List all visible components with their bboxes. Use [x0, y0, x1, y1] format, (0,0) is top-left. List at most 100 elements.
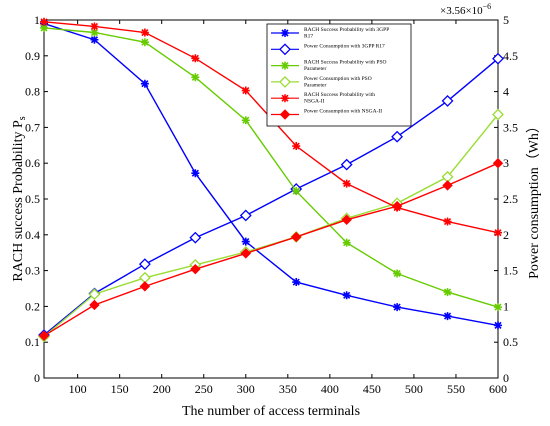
data-point — [191, 169, 200, 178]
y-right-axis-label: Power consumption（Wh） — [526, 119, 542, 279]
data-point — [443, 217, 452, 226]
data-point — [89, 299, 100, 311]
data-point — [391, 200, 403, 212]
legend-label: RACH Success Probability with 3GPP R17 — [304, 27, 389, 40]
y-left-tick-label: 0.2 — [25, 299, 40, 313]
x-tick-label: 150 — [111, 382, 129, 396]
y-right-tick-label: 0 — [503, 371, 509, 385]
y-left-axis-label: RACH success Probability Ps — [11, 116, 28, 281]
data-point — [442, 180, 453, 191]
data-point — [38, 330, 50, 341]
x-axis-label: The number of access terminals — [182, 404, 360, 419]
series-line — [43, 162, 499, 337]
right-axis-multiplier: ×3.56×10−6 — [440, 2, 491, 17]
data-point — [138, 258, 151, 271]
data-point — [494, 228, 502, 237]
y-right-tick-label: 3 — [503, 156, 509, 170]
series-line — [43, 58, 499, 336]
x-tick-label: 200 — [153, 382, 171, 396]
x-tick-label: 300 — [237, 382, 255, 396]
legend-item: Power Consumption with PSO Parameter — [271, 75, 372, 89]
data-point — [342, 291, 351, 300]
legend-label: Power Consumption with PSO Parameter — [304, 76, 372, 89]
series-line — [43, 27, 499, 308]
legend-swatch-marker — [281, 94, 289, 103]
legend-swatch-marker — [281, 61, 289, 70]
data-point — [40, 17, 48, 26]
data-point — [40, 23, 48, 32]
series-layer — [38, 17, 504, 343]
data-point — [90, 22, 99, 31]
data-point — [190, 263, 201, 275]
legend-label: RACH Success Probability with PSO Paramet… — [304, 60, 387, 73]
data-point — [140, 28, 149, 37]
legend-item: RACH Success Probability with NSGA-II — [271, 92, 375, 105]
x-tick-label: 400 — [321, 382, 339, 396]
data-point — [241, 86, 250, 95]
data-point — [189, 231, 202, 244]
y-right-axis-ticks: 0 0.5 1 1.5 2 2.5 3 3.5 4 4.5 5 — [494, 13, 518, 385]
data-point — [393, 303, 402, 312]
x-tick-label: 100 — [69, 382, 87, 396]
data-point — [240, 248, 251, 259]
x-axis-ticks: 100 150 200 250 300 350 400 450 500 550 600 — [69, 20, 507, 396]
data-point — [140, 79, 149, 88]
data-point — [441, 94, 454, 107]
data-point — [492, 108, 504, 121]
legend-swatch-marker — [281, 29, 289, 37]
data-point — [494, 303, 502, 312]
legend-label: RACH Success Probability with NSGA-II — [304, 92, 375, 105]
x-tick-label: 450 — [363, 382, 381, 396]
x-tick-label: 500 — [405, 382, 423, 396]
data-point — [443, 288, 452, 297]
y-left-tick-label: 0.4 — [25, 228, 40, 242]
x-tick-label: 550 — [447, 382, 465, 396]
data-point — [393, 269, 402, 278]
legend-swatch-marker — [279, 109, 291, 120]
y-right-tick-label: 3.5 — [503, 120, 518, 134]
data-point — [241, 116, 250, 125]
y-left-tick-label: 0.8 — [25, 85, 40, 99]
data-point — [494, 321, 502, 330]
y-right-tick-label: 2.5 — [503, 192, 518, 206]
data-point — [341, 214, 352, 225]
series-line — [43, 22, 499, 327]
y-left-tick-label: 0.1 — [25, 335, 40, 349]
series-2 — [40, 23, 502, 312]
data-point — [191, 54, 200, 63]
y-right-tick-label: 2 — [503, 228, 509, 242]
y-right-tick-label: 4 — [503, 85, 509, 99]
data-point — [139, 281, 151, 292]
y-right-tick-label: 0.5 — [503, 335, 518, 349]
data-point — [342, 179, 351, 188]
data-point — [492, 157, 504, 169]
y-right-tick-label: 1.5 — [503, 264, 518, 278]
data-point — [291, 231, 302, 243]
legend-item: RACH Success Probability with PSO Paramet… — [271, 60, 387, 73]
data-point — [90, 28, 99, 37]
legend-swatch-marker — [279, 75, 291, 88]
legend-box — [266, 23, 412, 127]
y-right-tick-label: 4.5 — [503, 49, 518, 63]
data-point — [140, 38, 149, 47]
legend: RACH Success Probability with 3GPP R17 Pow… — [266, 23, 412, 127]
data-point — [241, 237, 250, 246]
y-left-axis-ticks: 0 0.1 0.2 0.3 0.4 0.5 0.6 0.7 0.8 0.9 1 — [25, 13, 48, 385]
y-right-tick-label: 1 — [503, 299, 509, 313]
legend-swatch-marker — [279, 43, 291, 56]
data-point — [191, 73, 200, 82]
legend-item: Power Consumption with NSGA-II — [271, 109, 382, 120]
y-left-tick-label: 0 — [34, 371, 40, 385]
data-point — [292, 278, 301, 287]
data-point — [292, 187, 301, 196]
legend-item: Power Consumption with 3GPP R17 — [271, 43, 385, 56]
series-5 — [38, 157, 504, 341]
y-left-tick-label: 0.7 — [25, 120, 40, 134]
y-left-tick-label: 1 — [34, 13, 40, 27]
data-point — [90, 35, 99, 44]
y-left-tick-label: 0.9 — [25, 49, 40, 63]
data-point — [239, 209, 252, 222]
data-point — [88, 288, 101, 301]
data-point — [492, 52, 504, 65]
y-left-tick-label: 0.3 — [25, 264, 40, 278]
